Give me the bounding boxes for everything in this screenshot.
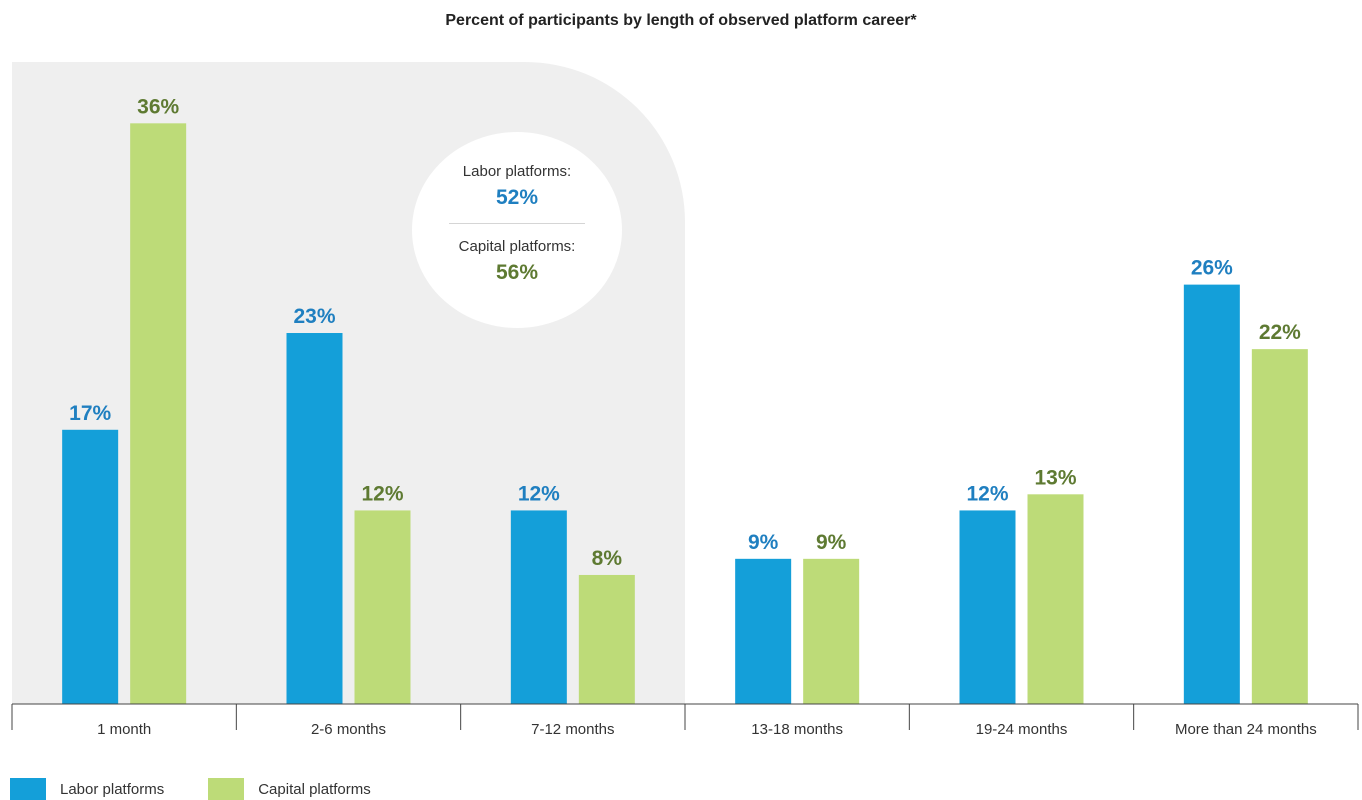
- data-label: 12%: [518, 482, 560, 505]
- x-tick-label: 19-24 months: [976, 721, 1068, 738]
- x-tick-label: 1 month: [97, 721, 151, 738]
- data-label: 9%: [748, 531, 779, 554]
- x-tick-label: 7-12 months: [531, 721, 614, 738]
- data-label: 17%: [69, 402, 111, 425]
- bar: [510, 510, 567, 704]
- x-tick-label: 13-18 months: [751, 721, 843, 738]
- bar: [735, 558, 792, 704]
- bar: [1183, 284, 1240, 704]
- x-tick-label: 2-6 months: [311, 721, 386, 738]
- data-label: 12%: [966, 482, 1008, 505]
- data-label: 23%: [293, 305, 335, 328]
- legend-item-labor: Labor platforms: [10, 778, 164, 800]
- bar: [803, 558, 860, 704]
- legend-label-labor: Labor platforms: [60, 780, 165, 798]
- data-label: 26%: [1191, 257, 1233, 280]
- legend-item-capital: Capital platforms: [208, 778, 371, 800]
- bar: [130, 123, 187, 704]
- data-label: 22%: [1259, 321, 1301, 344]
- callout-divider: [449, 223, 585, 224]
- data-label: 13%: [1034, 466, 1076, 489]
- chart-title: Percent of participants by length of obs…: [445, 12, 917, 29]
- legend-swatch-capital: [208, 778, 245, 800]
- data-label: 36%: [137, 95, 179, 118]
- callout-capital-value: 56%: [495, 261, 539, 284]
- bar: [1251, 349, 1308, 704]
- data-label: 12%: [361, 482, 403, 505]
- bar: [354, 510, 411, 704]
- legend-label-capital: Capital platforms: [258, 780, 371, 798]
- legend-swatch-labor: [10, 778, 46, 800]
- legend: Labor platforms Capital platforms: [10, 778, 415, 800]
- data-label: 8%: [592, 547, 623, 570]
- callout-labor-label: Labor platforms:: [462, 163, 572, 180]
- data-label: 9%: [816, 531, 847, 554]
- callout-labor-value: 52%: [495, 186, 539, 209]
- summary-callout: Labor platforms: 52% Capital platforms: …: [412, 132, 622, 328]
- bar: [1027, 494, 1084, 704]
- callout-capital-label: Capital platforms:: [458, 238, 576, 255]
- bar: [959, 510, 1016, 704]
- bar: [286, 333, 343, 704]
- bar: [578, 574, 635, 704]
- bar: [62, 429, 119, 704]
- x-tick-label: More than 24 months: [1175, 721, 1317, 738]
